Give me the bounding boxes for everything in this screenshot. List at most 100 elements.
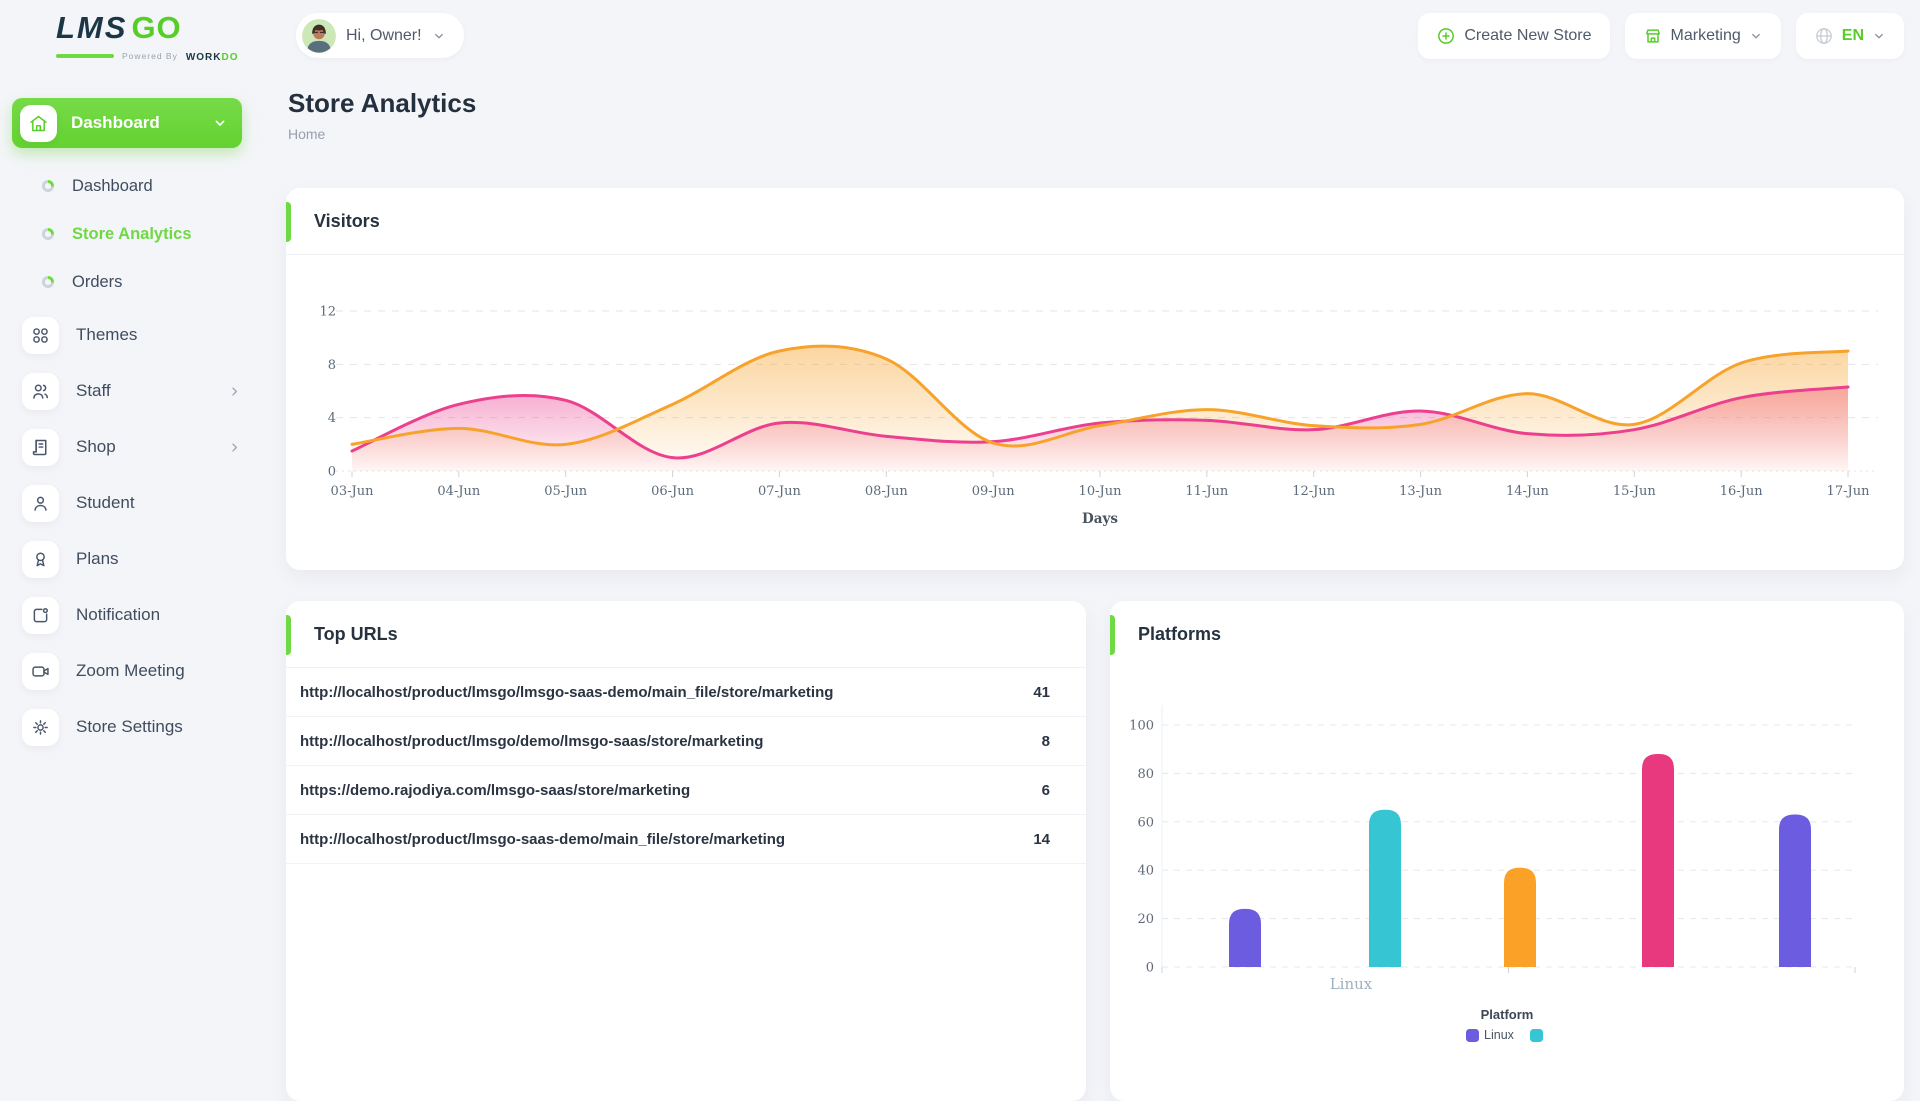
user-menu[interactable]: Hi, Owner! (296, 13, 464, 58)
chevron-right-icon (227, 384, 242, 399)
legend-title: Platform (1480, 1007, 1534, 1022)
svg-text:4: 4 (328, 411, 336, 426)
svg-text:60: 60 (1137, 815, 1154, 830)
sidebar-item-student[interactable]: Student (22, 484, 246, 522)
chevron-down-icon (212, 115, 228, 131)
svg-text:15-Jun: 15-Jun (1613, 484, 1657, 499)
visitors-card: Visitors 0 4 8 12 03-Jun 04-Jun 05-Jun 06-Jun 07… (286, 188, 1904, 570)
sidebar-item-shop[interactable]: Shop (22, 428, 246, 466)
sidebar-item-store-settings[interactable]: Store Settings (22, 708, 246, 746)
sidebar: Dashboard Dashboard Store Analytics Orders… (0, 70, 260, 764)
sidebar-item-orders[interactable]: Orders (0, 258, 260, 306)
greeting-label: Hi, Owner! (346, 26, 422, 44)
svg-text:16-Jun: 16-Jun (1720, 484, 1764, 499)
platforms-legend: Platform Linux (1110, 1007, 1904, 1042)
settings-icon (22, 708, 59, 746)
sidebar-item-zoom-meeting[interactable]: Zoom Meeting (22, 652, 246, 690)
store-selector-label: Marketing (1670, 27, 1741, 44)
svg-text:12-Jun: 12-Jun (1292, 484, 1336, 499)
bar-2 (1504, 867, 1536, 967)
breadcrumb[interactable]: Home (288, 126, 326, 142)
svg-text:10-Jun: 10-Jun (1079, 484, 1123, 499)
platforms-chart: 0 20 40 60 80 100 Linux (1110, 663, 1904, 1003)
logo-text-accent: GO (131, 10, 182, 45)
sidebar-item-store-analytics[interactable]: Store Analytics (0, 210, 260, 258)
globe-icon (1815, 28, 1832, 44)
notification-icon (22, 596, 59, 634)
header-actions: Create New Store Marketing EN (1418, 13, 1904, 59)
sidebar-item-label: Themes (76, 325, 138, 344)
svg-text:8: 8 (328, 358, 336, 373)
plans-icon (22, 540, 59, 578)
top-urls-card: Top URLs http://localhost/product/lmsgo/… (286, 601, 1086, 1101)
themes-icon (22, 316, 59, 354)
sidebar-item-dashboard[interactable]: Dashboard (0, 162, 260, 210)
svg-text:Days: Days (1082, 511, 1118, 527)
sidebar-item-label: Shop (76, 437, 116, 456)
svg-text:100: 100 (1129, 719, 1154, 734)
url-link[interactable]: http://localhost/product/lmsgo/demo/lmsg… (300, 732, 764, 750)
store-selector[interactable]: Marketing (1624, 13, 1781, 59)
url-row: http://localhost/product/lmsgo/demo/lmsg… (286, 717, 1086, 766)
sidebar-item-themes[interactable]: Themes (22, 316, 246, 354)
sidebar-item-label: Notification (76, 605, 161, 624)
svg-text:12: 12 (319, 305, 336, 320)
sidebar-sub-items: Dashboard Store Analytics Orders (0, 162, 260, 306)
zoom-icon (22, 652, 59, 690)
create-new-store-button[interactable]: Create New Store (1418, 13, 1610, 59)
bar-1 (1369, 809, 1401, 967)
url-link[interactable]: http://localhost/product/lmsgo/lmsgo-saa… (300, 683, 834, 701)
sidebar-item-label: Zoom Meeting (76, 661, 185, 680)
card-accent-bar (1110, 615, 1115, 655)
chevron-down-icon (1749, 29, 1763, 43)
sidebar-items: Themes Staff Shop Student Plans Notification Z… (0, 316, 260, 746)
svg-text:0: 0 (1146, 961, 1154, 976)
url-count: 8 (1041, 732, 1050, 750)
powered-brand-dark: WORK (185, 52, 222, 63)
svg-text:20: 20 (1137, 912, 1154, 927)
powered-brand-green: DO (221, 52, 239, 63)
create-new-store-label: Create New Store (1464, 27, 1592, 44)
language-selector[interactable]: EN (1795, 13, 1904, 59)
url-rows: http://localhost/product/lmsgo/lmsgo-saa… (286, 668, 1086, 864)
svg-text:07-Jun: 07-Jun (758, 484, 802, 499)
sidebar-item-label: Plans (76, 549, 119, 568)
donut-bullet-icon (42, 276, 54, 288)
sidebar-item-label: Store Analytics (72, 224, 192, 243)
legend-item[interactable]: Linux (1466, 1028, 1514, 1042)
svg-text:0: 0 (328, 465, 336, 480)
platforms-card-title: Platforms (1138, 624, 1222, 644)
chevron-down-icon (1872, 29, 1886, 43)
logo-underline (56, 54, 114, 58)
svg-text:40: 40 (1137, 864, 1154, 879)
url-count: 41 (1033, 683, 1050, 701)
url-row: https://demo.rajodiya.com/lmsgo-saas/sto… (286, 766, 1086, 815)
sidebar-group-label: Dashboard (71, 113, 160, 132)
url-link[interactable]: http://localhost/product/lmsgo-saas-demo… (300, 830, 786, 848)
legend-swatch (1466, 1028, 1480, 1042)
chevron-right-icon (227, 440, 242, 455)
top-urls-card-title: Top URLs (314, 623, 398, 644)
url-count: 14 (1033, 830, 1050, 848)
sidebar-item-label: Staff (76, 381, 111, 400)
sidebar-item-staff[interactable]: Staff (22, 372, 246, 410)
storefront-icon (1645, 29, 1660, 43)
chevron-down-icon (432, 29, 446, 43)
svg-text:05-Jun: 05-Jun (544, 484, 588, 499)
svg-text:11-Jun: 11-Jun (1185, 484, 1229, 499)
donut-bullet-icon (42, 228, 54, 240)
sidebar-group-dashboard[interactable]: Dashboard (12, 98, 242, 148)
sidebar-item-label: Store Settings (76, 717, 183, 736)
svg-text:06-Jun: 06-Jun (651, 484, 695, 499)
sidebar-item-notification[interactable]: Notification (22, 596, 246, 634)
legend-item[interactable] (1529, 1028, 1548, 1042)
svg-text:13-Jun: 13-Jun (1399, 484, 1443, 499)
language-code: EN (1841, 27, 1864, 44)
donut-bullet-icon (42, 180, 54, 192)
url-link[interactable]: https://demo.rajodiya.com/lmsgo-saas/sto… (300, 781, 691, 799)
card-accent-bar (286, 202, 291, 242)
url-row: http://localhost/product/lmsgo/lmsgo-saa… (286, 668, 1086, 717)
sidebar-item-plans[interactable]: Plans (22, 540, 246, 578)
app-logo[interactable]: LMS GO Powered By WORKDO (56, 12, 239, 64)
url-row: http://localhost/product/lmsgo-saas-demo… (286, 815, 1086, 864)
